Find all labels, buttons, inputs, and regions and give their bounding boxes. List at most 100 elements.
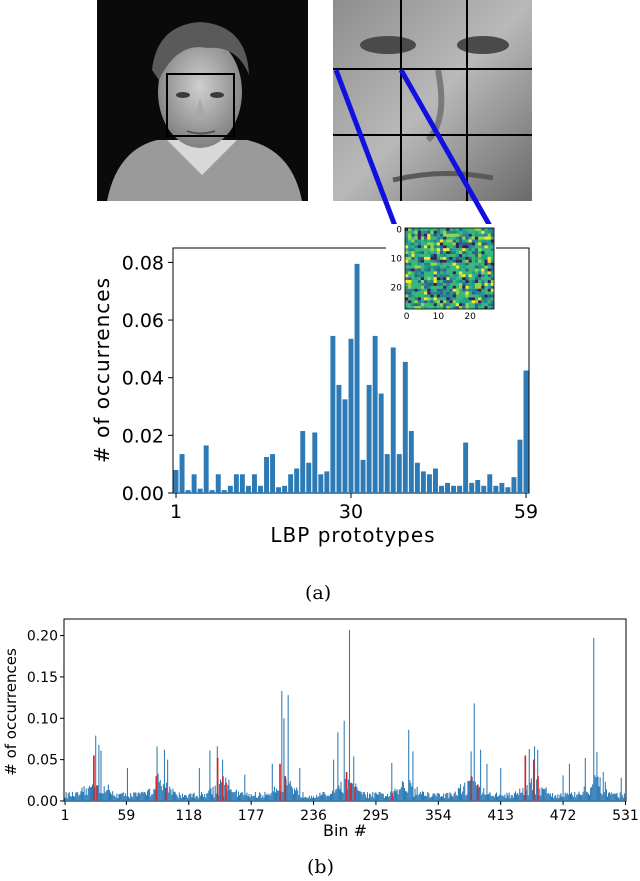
chart-b-highlight-bar — [532, 759, 535, 801]
chart-b-bar — [116, 793, 118, 801]
chart-b-bar — [316, 794, 318, 801]
chart-b-bar — [72, 796, 75, 801]
chart-b-bar — [451, 795, 453, 801]
chart-b-bar — [334, 792, 336, 801]
chart-b-bar — [127, 796, 130, 801]
chart-a-bar — [336, 384, 342, 493]
chart-b-bar — [370, 794, 372, 801]
chart-b-bar — [483, 787, 485, 801]
chart-b-bar — [205, 797, 207, 801]
chart-b-bar — [614, 793, 616, 801]
chart-b-bar — [490, 796, 492, 801]
chart-b-bar — [218, 784, 220, 801]
chart-b-bar — [197, 798, 199, 801]
chart-b-bar — [156, 746, 158, 801]
chart-b-bar — [98, 744, 100, 801]
chart-b-bar — [610, 794, 612, 801]
chart-b-bar — [596, 752, 598, 801]
chart-b-bar — [321, 794, 323, 801]
chart-b-bar — [277, 790, 279, 801]
chart-b-bar — [567, 794, 569, 801]
chart-b-bar — [233, 792, 235, 801]
chart-b-bar — [101, 793, 103, 801]
chart-b-bar — [341, 792, 343, 801]
chart-b-bar — [99, 793, 101, 801]
chart-b-bar — [531, 790, 533, 801]
chart-b-bar — [521, 792, 523, 801]
chart-b-bar — [308, 795, 310, 801]
chart-b-bar — [259, 792, 261, 801]
chart-b-bar — [595, 777, 597, 801]
chart-b-bar — [511, 795, 513, 801]
chart-b-bar — [314, 798, 316, 801]
chart-b-bar — [200, 792, 202, 801]
chart-a-bar — [282, 485, 288, 493]
chart-b-bar — [465, 795, 467, 801]
chart-b-highlight-bar — [537, 776, 539, 801]
chart-b-bar — [250, 794, 252, 801]
chart-b-bar — [513, 793, 515, 801]
chart-b-bar — [376, 794, 378, 801]
chart-b-bar — [129, 798, 131, 801]
chart-b-bar — [74, 796, 76, 801]
chart-b-bar — [172, 788, 174, 801]
chart-b-bar — [84, 795, 86, 801]
chart-b-bar — [83, 786, 85, 801]
chart-b-bar — [69, 796, 71, 801]
chart-b-highlight-bar — [225, 782, 227, 801]
chart-a-bar — [360, 459, 366, 493]
chart-a-bar — [481, 485, 487, 493]
chart-b-bar — [486, 763, 488, 801]
chart-b-bar — [412, 751, 414, 801]
chart-b-bar — [435, 796, 437, 801]
chart-b-bar — [580, 795, 582, 801]
chart-b-bar — [520, 792, 522, 801]
chart-b-bar — [565, 794, 567, 801]
chart-b-bar — [402, 782, 404, 801]
chart-b-bar — [317, 797, 319, 801]
chart-b-bar — [182, 797, 185, 801]
chart-b-bar — [254, 792, 256, 801]
chart-b-bar — [569, 793, 572, 801]
chart-b-bar — [361, 794, 363, 801]
chart-b-bar — [264, 791, 266, 801]
chart-b-bar — [559, 794, 561, 801]
chart-a-xtick-label: 30 — [339, 501, 363, 523]
chart-b-bar — [585, 791, 587, 801]
chart-b-bar — [411, 786, 413, 801]
chart-b-xlabel: Bin # — [323, 821, 367, 840]
chart-b-bar — [255, 797, 257, 801]
chart-b-ytick-label: 0.10 — [27, 711, 58, 727]
chart-b-bar — [403, 787, 406, 801]
chart-b-bar — [170, 789, 172, 801]
chart-b-bar — [154, 789, 156, 801]
chart-b-bar — [457, 787, 459, 801]
chart-b-bar — [543, 788, 545, 801]
chart-a-bar — [312, 432, 318, 493]
chart-b-bar — [244, 774, 246, 801]
chart-b-bar — [75, 792, 77, 801]
chart-b-bar — [383, 797, 385, 801]
chart-b-bar — [340, 781, 342, 801]
chart-b-bar — [394, 788, 396, 801]
chart-b-bar — [359, 791, 361, 801]
chart-b-bar — [390, 791, 392, 801]
chart-a-ylabel: # of occurrences — [90, 277, 114, 463]
chart-b-bar — [109, 792, 112, 801]
chart-b-bar — [248, 793, 250, 801]
chart-b-bar — [168, 792, 170, 801]
chart-b-bar — [427, 791, 429, 801]
chart-a-bar — [173, 469, 179, 493]
chart-b-bar — [506, 792, 508, 801]
chart-b-bar — [107, 784, 109, 801]
chart-b-bar — [145, 795, 148, 801]
chart-b-bar — [466, 794, 468, 801]
chart-b-bar — [581, 794, 583, 801]
chart-b-bar — [71, 791, 73, 801]
chart-b-highlight-bar — [391, 792, 393, 801]
chart-b-bar — [143, 792, 145, 801]
chart-b-highlight-bar — [470, 776, 473, 801]
chart-b-bar — [305, 797, 307, 801]
chart-b-bar — [426, 796, 428, 801]
chart-b-plot-area — [63, 618, 627, 802]
